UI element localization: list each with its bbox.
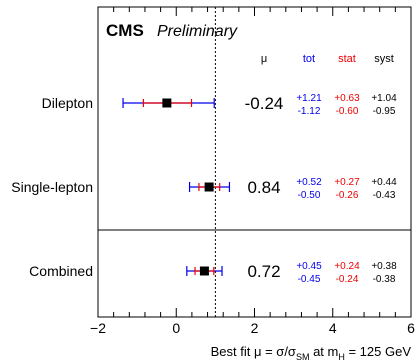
tot-up-value: +0.45 xyxy=(296,261,322,272)
header-mu: μ xyxy=(261,53,267,65)
x-label-main: Best fit μ = σ/σ xyxy=(211,344,296,359)
tot-down-value: -0.50 xyxy=(298,190,321,201)
stat-up-value: +0.63 xyxy=(334,93,360,104)
syst-up-value: +1.04 xyxy=(371,93,397,104)
x-label-sub-sm: SM xyxy=(296,352,310,362)
syst-down-value: -0.38 xyxy=(373,274,396,285)
syst-up-value: +0.38 xyxy=(371,261,397,272)
tot-up-value: +0.52 xyxy=(296,177,322,188)
stat-down-value: -0.60 xyxy=(336,106,359,117)
mu-value: 0.84 xyxy=(247,178,280,197)
x-label-mass: = 125 GeV xyxy=(345,344,411,359)
syst-down-value: -0.95 xyxy=(373,106,396,117)
row-dilepton: Dilepton -0.24 +1.21 -1.12 +0.63 -0.60 +1.04 -0… xyxy=(42,93,397,117)
x-label-at-m: at m xyxy=(309,344,338,359)
category-label: Single-lepton xyxy=(11,179,93,195)
experiment-label: CMS xyxy=(106,21,144,40)
header-stat: stat xyxy=(338,53,356,65)
tot-down-value: -0.45 xyxy=(298,274,321,285)
x-tick-label: 2 xyxy=(251,320,259,336)
category-rows: Dilepton -0.24 +1.21 -1.12 +0.63 -0.60 +1.04 -0… xyxy=(11,93,397,285)
mu-value: 0.72 xyxy=(247,262,280,281)
best-fit-marker xyxy=(204,182,214,192)
x-axis-label: Best fit μ = σ/σSM at mH = 125 GeV xyxy=(211,344,412,362)
x-tick-label: −2 xyxy=(90,320,106,336)
x-tick-label: 4 xyxy=(329,320,337,336)
syst-down-value: -0.43 xyxy=(373,190,396,201)
stat-down-value: -0.24 xyxy=(336,274,359,285)
stat-up-value: +0.27 xyxy=(334,177,360,188)
best-fit-marker xyxy=(162,98,172,108)
row-combined: Combined 0.72 +0.45 -0.45 +0.24 -0.24 +0.38 -0.… xyxy=(29,261,397,285)
header-tot: tot xyxy=(303,53,315,65)
header-syst: syst xyxy=(374,53,394,65)
x-label-sub-h: H xyxy=(338,352,345,362)
x-axis: −2 0 2 4 6 xyxy=(90,7,415,336)
status-label: Preliminary xyxy=(157,23,238,40)
tot-down-value: -1.12 xyxy=(298,106,321,117)
stat-down-value: -0.26 xyxy=(336,190,359,201)
row-single-lepton: Single-lepton 0.84 +0.52 -0.50 +0.27 -0.26 +0.… xyxy=(11,177,397,201)
x-tick-label: 6 xyxy=(407,320,415,336)
category-label: Dilepton xyxy=(42,95,93,111)
stat-up-value: +0.24 xyxy=(334,261,360,272)
x-tick-label: 0 xyxy=(172,320,180,336)
mu-value: -0.24 xyxy=(245,94,284,113)
tot-up-value: +1.21 xyxy=(296,93,322,104)
syst-up-value: +0.44 xyxy=(371,177,397,188)
category-label: Combined xyxy=(29,263,93,279)
best-fit-marker xyxy=(199,266,209,276)
